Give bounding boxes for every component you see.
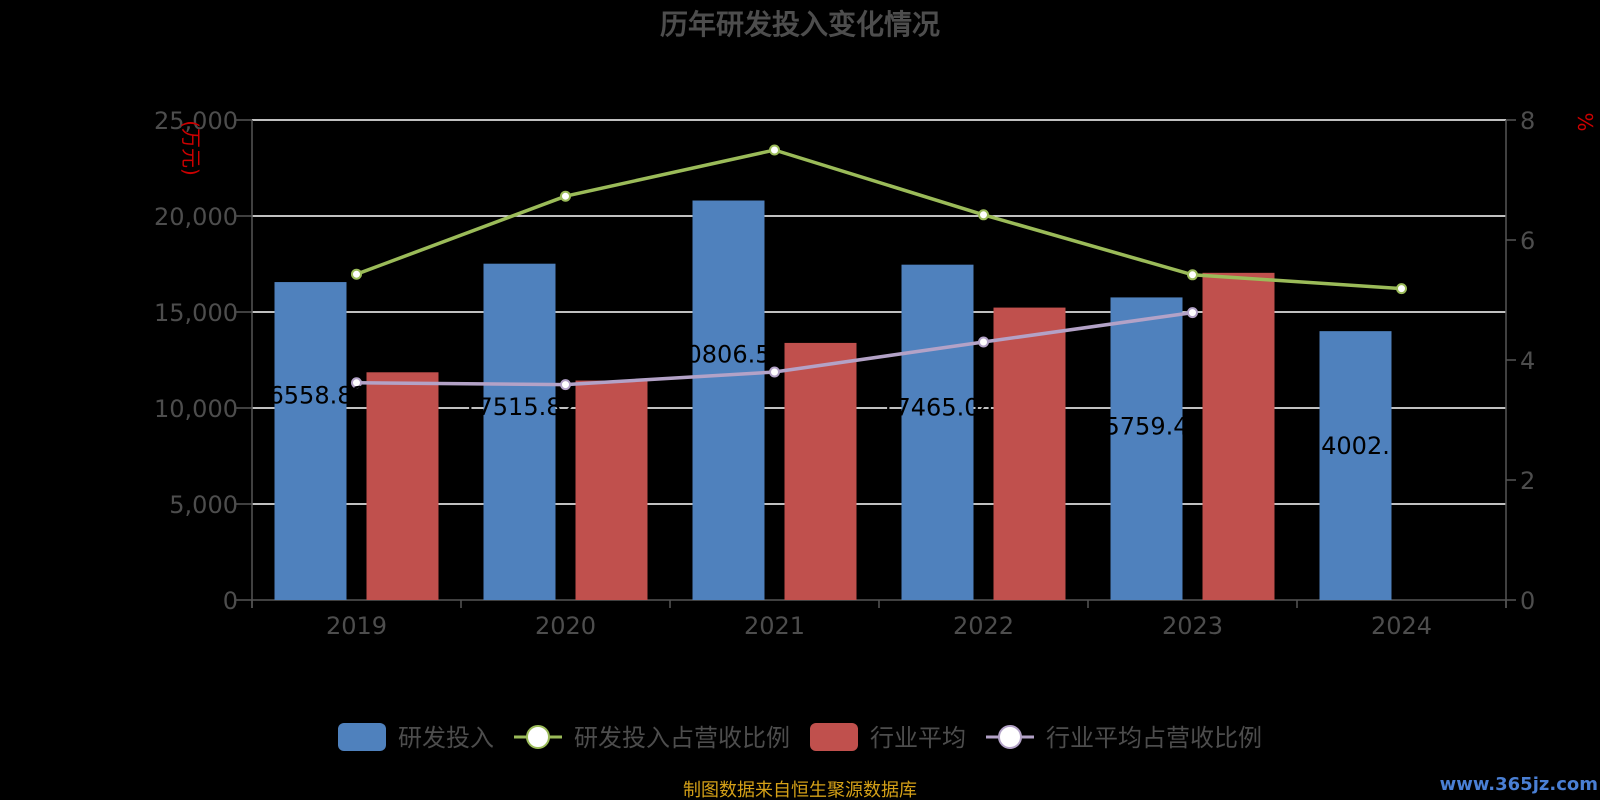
rd-ratio-point (769, 144, 780, 156)
legend-swatch-marker (526, 725, 550, 749)
bar-rd-investment (274, 282, 347, 600)
legend-swatch-bar (338, 723, 386, 751)
bar-data-label: 17465.04 (880, 394, 995, 422)
y-left-tick-label: 0 (223, 587, 238, 615)
industry-ratio-point (560, 379, 571, 391)
bar-rd-investment (1110, 297, 1183, 600)
bar-data-label: 15759.45 (1089, 413, 1204, 441)
bar-industry-average (993, 307, 1066, 600)
y-right-tick-label: 0 (1520, 587, 1535, 615)
y-right-tick-label: 8 (1520, 107, 1535, 135)
y-right-unit-label: % (1573, 112, 1597, 131)
y-right-tick-label: 4 (1520, 347, 1535, 375)
industry-ratio-point (351, 377, 362, 389)
rd-ratio-point (560, 190, 571, 202)
bar-industry-average (366, 372, 439, 600)
legend-swatch-bar (810, 723, 858, 751)
legend-label: 行业平均 (870, 724, 966, 752)
bar-data-label: 14002.6 (1306, 432, 1405, 460)
bar-rd-investment (692, 200, 765, 600)
rd-ratio-point (1187, 269, 1198, 281)
bar-industry-average (575, 380, 648, 600)
bar-data-label: 17515.82 (462, 393, 577, 421)
x-tick-label: 2022 (953, 612, 1014, 640)
y-left-tick-label: 20,000 (154, 203, 238, 231)
y-left-tick-label: 10,000 (154, 395, 238, 423)
y-left-tick-label: 15,000 (154, 299, 238, 327)
source-note: 制图数据来自恒生聚源数据库 (683, 780, 917, 800)
rd-ratio-point (351, 268, 362, 280)
watermark: www.365jz.com (1440, 774, 1598, 795)
industry-ratio-point (769, 366, 780, 378)
x-tick-label: 2024 (1371, 612, 1432, 640)
bar-rd-investment (901, 264, 974, 600)
y-right-tick-label: 2 (1520, 467, 1535, 495)
y-left-tick-label: 25,000 (154, 107, 238, 135)
x-tick-label: 2021 (744, 612, 805, 640)
bar-rd-investment (483, 263, 556, 600)
bar-data-label: 16558.82 (253, 381, 368, 409)
y-right-tick-label: 6 (1520, 227, 1535, 255)
rd-ratio-point (1396, 283, 1407, 295)
legend-label: 研发投入占营收比例 (574, 724, 790, 752)
bar-data-label: 20806.51 (671, 340, 786, 368)
industry-ratio-point (1187, 307, 1198, 319)
x-tick-label: 2019 (326, 612, 387, 640)
legend-label: 行业平均占营收比例 (1046, 724, 1262, 752)
legend-label: 研发投入 (398, 724, 494, 752)
rd-ratio-point (978, 209, 989, 221)
bar-industry-average (1202, 272, 1275, 600)
bar-industry-average (784, 342, 857, 600)
industry-ratio-point (978, 336, 989, 348)
x-tick-label: 2023 (1162, 612, 1223, 640)
y-left-unit-label: (万元) (179, 120, 203, 176)
bar-rd-investment (1319, 331, 1392, 600)
rd-ratio-line (355, 148, 1402, 291)
x-tick-label: 2020 (535, 612, 596, 640)
legend-swatch-marker (998, 725, 1022, 749)
y-left-tick-label: 5,000 (169, 491, 238, 519)
chart-title: 历年研发投入变化情况 (660, 8, 940, 41)
